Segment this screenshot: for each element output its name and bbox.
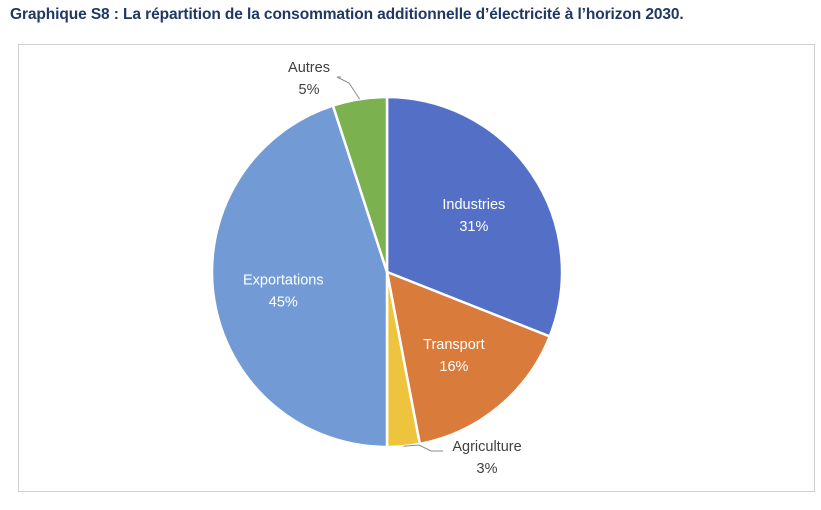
chart-frame: Industries 31% Transport 16% Agriculture 3% Ex… <box>18 44 815 492</box>
slice-label-transport: Transport 16% <box>423 337 485 375</box>
leader-line-agriculture <box>403 444 443 452</box>
pie-slice-industries <box>385 95 564 339</box>
pie-slice-transport <box>385 270 552 446</box>
slice-label-exportations: Exportations 45% <box>243 272 324 310</box>
pie-chart: Industries 31% Transport 16% Agriculture 3% Ex… <box>210 60 564 477</box>
slice-label-agriculture: Agriculture 3% <box>452 439 521 477</box>
slice-label-industries: Industries 31% <box>442 197 505 235</box>
slice-label-autres: Autres 5% <box>288 60 330 98</box>
pie-slice-autres <box>331 95 389 273</box>
chart-title: Graphique S8 : La répartition de la cons… <box>10 6 684 23</box>
pie-slice-exportations <box>210 103 389 449</box>
leader-line-autres <box>336 76 361 100</box>
